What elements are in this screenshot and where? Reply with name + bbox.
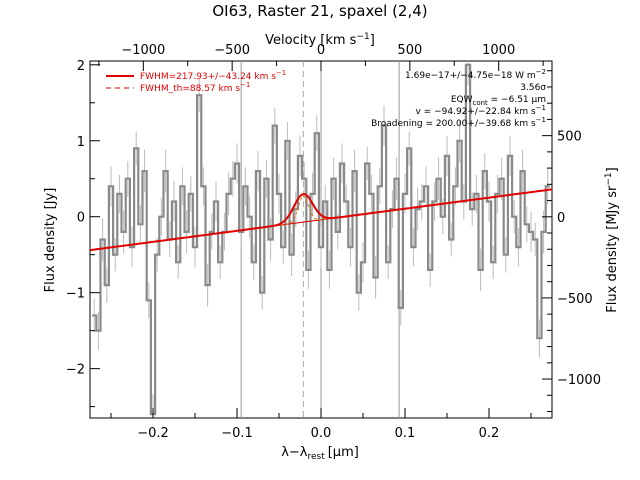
tick-label: −1 <box>66 287 85 302</box>
legend-fwhm: FWHM=217.93+/−43.24 km s−1 <box>140 69 286 82</box>
bottom-axis-title: λ−λrest [μm] <box>281 445 359 462</box>
tick-label: 2 <box>77 59 85 74</box>
right-axis-title: Flux density [MJy sr−1] <box>604 167 620 312</box>
tick-label: −1000 <box>557 373 601 388</box>
annotation-eqw: EQWcont = −6.51 μm <box>451 95 546 107</box>
tick-label: −500 <box>557 292 593 307</box>
fit-series <box>89 188 553 252</box>
tick-label: −2 <box>66 363 85 378</box>
tick-label: 1 <box>77 135 85 150</box>
annotation-velocity: v = −94.92+/−22.84 km s−1 <box>416 104 547 117</box>
annotation-broadening: Broadening = 200.00+/−39.68 km s−1 <box>371 116 546 129</box>
fit-annotations: 1.69e−17+/−4.75e−18 W m−2 3.56σ EQWcont … <box>371 68 546 129</box>
tick-label: 500 <box>397 43 422 58</box>
tick-label: 0 <box>77 211 85 226</box>
top-axis-title: Velocity [km s−1] <box>265 32 375 48</box>
gaussian-fit <box>89 188 553 252</box>
tick-label: 1000 <box>482 43 515 58</box>
axis-tick-labels: −0.2 −0.1 0.0 0.1 0.2 −1000 −500 0 500 1000 −2 −1 0 1… <box>66 43 601 441</box>
annotation-flux: 1.69e−17+/−4.75e−18 W m−2 <box>405 68 546 81</box>
tick-label: 0 <box>317 43 325 58</box>
legend-fwhm-th: FWHM_th=88.57 km s−1 <box>140 81 250 94</box>
chart-title: OI63, Raster 21, spaxel (2,4) <box>212 2 427 20</box>
annotation-sigma: 3.56σ <box>520 83 546 93</box>
legend: FWHM=217.93+/−43.24 km s−1 FWHM_th=88.57… <box>106 69 286 94</box>
tick-label: 500 <box>557 130 582 145</box>
left-axis-title: Flux density [Jy] <box>43 188 58 293</box>
tick-label: 0.1 <box>395 426 416 441</box>
tick-label: −500 <box>214 43 250 58</box>
tick-label: −0.2 <box>137 426 169 441</box>
tick-label: 0 <box>557 211 565 226</box>
tick-label: 0.2 <box>479 426 500 441</box>
tick-label: −1000 <box>121 43 165 58</box>
tick-label: −0.1 <box>221 426 253 441</box>
axis-ticks <box>90 61 552 418</box>
tick-label: 0.0 <box>311 426 332 441</box>
